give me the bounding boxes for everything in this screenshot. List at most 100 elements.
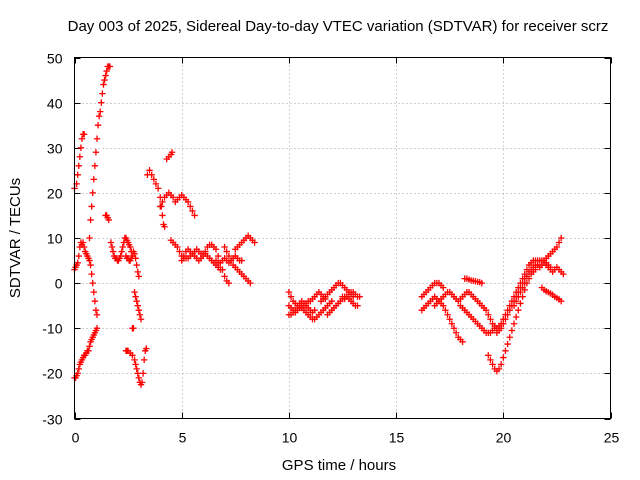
data-point <box>135 273 143 280</box>
series-sat-ab <box>431 288 503 332</box>
x-tick-label: 15 <box>389 430 405 446</box>
data-point <box>139 370 147 377</box>
data-point <box>134 370 141 377</box>
y-tick-labels: -30 -20 -10 0 10 20 30 40 50 <box>42 51 62 428</box>
series-sat-q <box>221 243 254 287</box>
data-point <box>184 198 192 206</box>
data-point <box>512 297 520 305</box>
data-point <box>95 112 103 120</box>
data-point <box>106 63 114 70</box>
data-point <box>354 302 361 309</box>
data-point <box>440 284 447 291</box>
data-point <box>442 307 449 314</box>
series-sat-ae <box>485 266 539 375</box>
data-point <box>219 266 226 273</box>
data-point <box>86 257 93 264</box>
x-tick-label: 10 <box>282 430 298 446</box>
series-sat-u <box>285 288 329 316</box>
data-point <box>452 329 460 336</box>
series-sat-n <box>157 189 198 219</box>
data-point <box>247 279 254 287</box>
data-point <box>251 239 258 246</box>
data-point <box>459 338 466 345</box>
data-point <box>180 252 188 260</box>
x-tick-label: 25 <box>604 430 620 446</box>
series-sat-r <box>232 232 258 253</box>
data-point <box>131 288 138 296</box>
grid <box>74 57 611 419</box>
series-sat-j <box>129 325 137 332</box>
data-point <box>287 293 295 300</box>
data-point <box>76 153 84 160</box>
data-point <box>515 307 522 314</box>
data-point <box>93 135 101 142</box>
data-point <box>75 365 82 373</box>
data-point <box>94 121 102 129</box>
y-tick-label: -30 <box>42 412 62 428</box>
data-point <box>502 347 509 355</box>
series-sat-o <box>167 237 226 273</box>
series-sat-d <box>71 239 101 318</box>
data-point <box>553 243 561 251</box>
data-point <box>478 279 486 287</box>
data-point <box>132 255 139 262</box>
series-sat-z <box>418 293 466 345</box>
data-point <box>131 356 138 364</box>
data-point <box>108 243 116 251</box>
data-point <box>444 311 451 318</box>
data-point <box>500 320 507 327</box>
data-point <box>129 352 136 359</box>
chart-title: Day 003 of 2025, Sidereal Day-to-day VTE… <box>68 18 609 35</box>
data-point <box>497 361 505 368</box>
data-point <box>99 90 106 97</box>
data-point <box>485 352 492 359</box>
data-point <box>91 162 99 169</box>
y-tick-label: -10 <box>42 321 62 337</box>
data-point <box>146 167 153 174</box>
data-point <box>448 320 456 327</box>
data-point <box>450 325 458 332</box>
data-point <box>88 270 95 278</box>
data-point <box>521 279 528 287</box>
data-point <box>107 239 115 246</box>
data-point <box>161 223 168 230</box>
data-point <box>80 131 88 138</box>
data-point <box>134 268 141 276</box>
data-point <box>557 234 565 242</box>
data-point <box>105 216 113 224</box>
data-point <box>98 99 105 106</box>
data-point <box>92 149 100 156</box>
data-point <box>90 176 97 183</box>
data-point <box>214 252 222 260</box>
data-point <box>285 288 293 296</box>
data-point <box>136 311 144 318</box>
data-point <box>134 302 141 309</box>
data-point <box>555 239 563 246</box>
data-point <box>356 293 363 300</box>
series-sat-e <box>102 212 113 224</box>
data-point <box>86 343 93 350</box>
data-point <box>86 234 93 242</box>
data-point <box>187 203 194 210</box>
series-sat-h <box>131 288 145 323</box>
data-point <box>132 293 139 300</box>
data-point <box>148 171 155 179</box>
data-point <box>123 347 131 355</box>
y-tick-label: 50 <box>47 51 63 67</box>
data-point <box>75 252 82 260</box>
data-point <box>117 252 124 260</box>
data-point <box>91 297 99 305</box>
data-point <box>152 180 160 188</box>
data-point <box>80 243 88 251</box>
series-sat-b <box>86 63 114 242</box>
data-point <box>135 307 143 314</box>
series-sat-af <box>493 257 554 332</box>
data-point <box>523 273 531 280</box>
y-tick-label: 30 <box>47 141 63 157</box>
data-point <box>506 334 513 341</box>
data-point <box>140 356 148 364</box>
data-point <box>169 194 177 201</box>
data-point <box>119 243 126 251</box>
series-sat-y <box>339 288 363 303</box>
